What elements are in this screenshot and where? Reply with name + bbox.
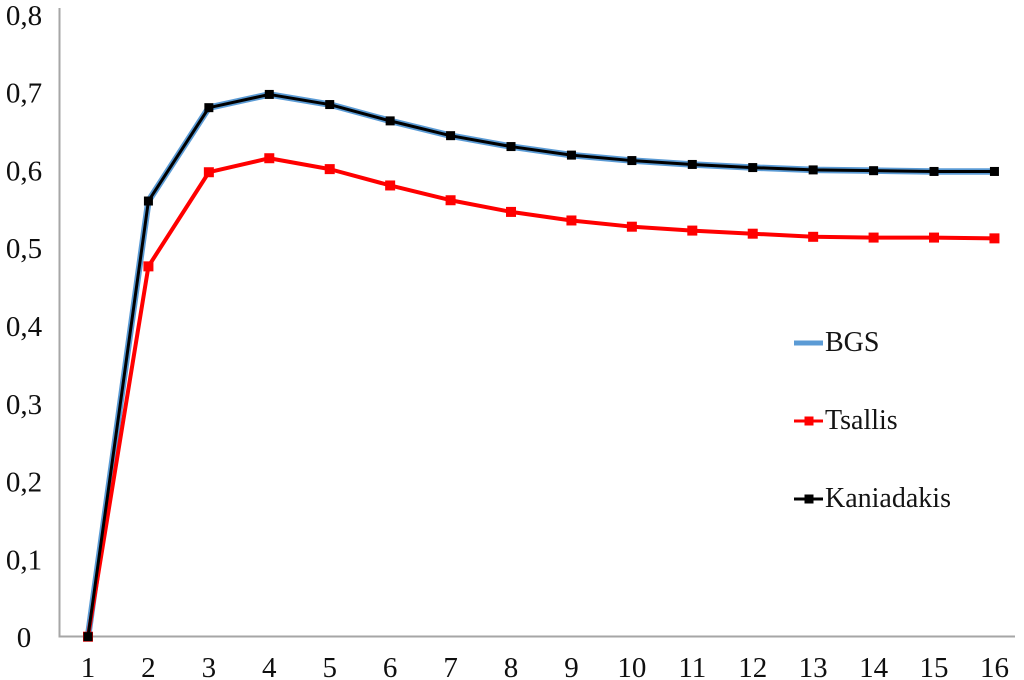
kaniadakis-marker (989, 166, 999, 176)
x-tick-label: 5 (322, 652, 337, 680)
tsallis-series-line (86, 156, 995, 638)
kaniadakis-marker (325, 100, 335, 110)
x-tick-label: 8 (504, 652, 519, 680)
legend-label-kaniadakis: Kaniadakis (825, 483, 951, 514)
kaniadakis-marker (748, 163, 758, 173)
bgs-line-swatch (794, 336, 823, 350)
kaniadakis-marker (808, 165, 818, 175)
tsallis-marker (626, 221, 637, 232)
tsallis-marker (143, 261, 154, 272)
y-tick-label: 0,6 (6, 155, 42, 187)
legend-item-kaniadakis: Kaniadakis (794, 483, 951, 515)
kaniadakis-marker (385, 116, 395, 126)
tsallis-marker (687, 225, 698, 236)
y-tick-label: 0,1 (6, 544, 42, 576)
tsallis-marker (203, 167, 214, 178)
tsallis-marker (445, 195, 456, 206)
kaniadakis-marker (929, 166, 939, 176)
x-tick-label: 1 (81, 652, 96, 680)
y-tick-label: 0,2 (6, 467, 42, 499)
legend: BGS Tsallis Kaniadakis (794, 327, 951, 515)
x-tick-label: 14 (859, 652, 889, 680)
x-tick-label: 3 (202, 652, 217, 680)
x-tick-label: 11 (678, 652, 706, 680)
x-tick-label: 12 (738, 652, 767, 680)
kaniadakis-marker (566, 150, 576, 160)
x-tick-label: 10 (617, 652, 646, 680)
tsallis-marker (506, 206, 517, 217)
y-tick-label: 0,3 (6, 389, 42, 421)
y-tick-label: 0,5 (6, 233, 42, 265)
legend-label-bgs: BGS (825, 327, 880, 358)
tsallis-swatch-marker (804, 416, 813, 426)
y-tick-label: 0,8 (6, 0, 42, 32)
tsallis-marker (324, 164, 335, 175)
tsallis-marker (566, 215, 577, 226)
x-tick-label: 15 (920, 652, 949, 680)
tsallis-line-swatch (794, 414, 823, 428)
legend-item-bgs: BGS (794, 327, 951, 359)
kaniadakis-marker (687, 159, 697, 169)
x-tick-label: 9 (564, 652, 579, 680)
x-tick-label: 4 (262, 652, 277, 680)
legend-label-tsallis: Tsallis (825, 405, 898, 436)
kaniadakis-marker (627, 156, 637, 166)
y-tick-label: 0,4 (6, 311, 43, 343)
kaniadakis-series-line (86, 92, 995, 637)
kaniadakis-marker (506, 142, 516, 152)
tsallis-marker (808, 231, 819, 242)
kaniadakis-line-swatch (794, 492, 823, 506)
kaniadakis-swatch-marker (804, 494, 813, 504)
kaniadakis-marker (83, 632, 93, 642)
x-tick-label: 6 (383, 652, 398, 680)
legend-item-tsallis: Tsallis (794, 405, 951, 437)
x-tick-label: 13 (799, 652, 828, 680)
tsallis-marker (868, 232, 879, 243)
tsallis-marker (929, 232, 940, 243)
tsallis-marker (385, 180, 396, 191)
kaniadakis-marker (264, 89, 274, 99)
kaniadakis-marker (204, 103, 214, 113)
tsallis-marker (747, 228, 758, 239)
x-tick-label: 7 (443, 652, 458, 680)
y-tick-label: 0,7 (6, 78, 42, 110)
tsallis-marker (989, 233, 1000, 244)
tsallis-marker (264, 153, 275, 164)
x-tick-label: 2 (141, 652, 156, 680)
kaniadakis-marker (143, 196, 153, 206)
bgs-swatch-line (794, 340, 823, 346)
kaniadakis-marker (869, 166, 879, 176)
y-tick-label: 0 (17, 622, 32, 654)
kaniadakis-marker (446, 131, 456, 141)
x-tick-label: 16 (980, 652, 1009, 680)
